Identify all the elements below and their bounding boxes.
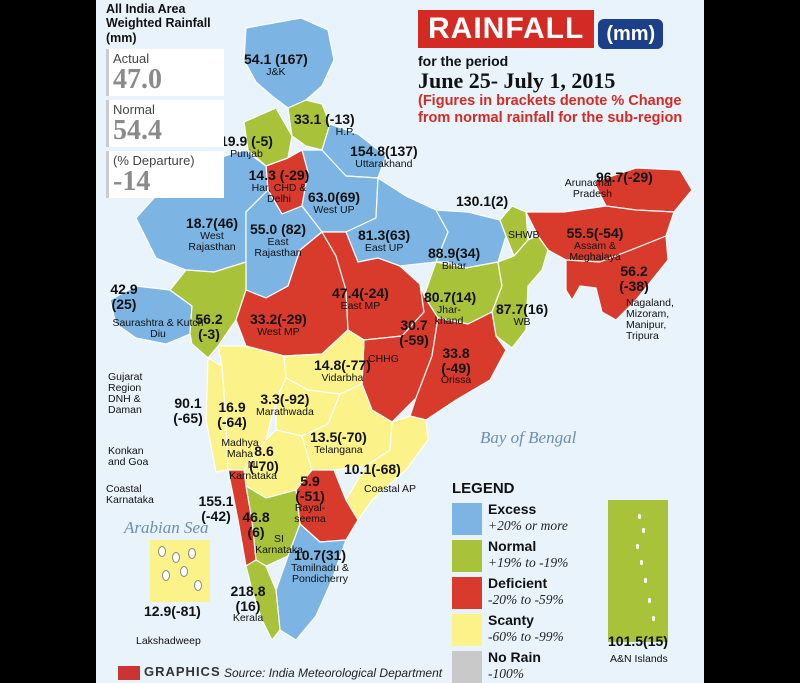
label-konkan-value: 90.1 (-65) — [173, 395, 203, 426]
label-tn: 10.7(31) Tamilnadu & Pondicherry — [291, 547, 349, 585]
legend-swatch — [452, 577, 482, 609]
arabian-sea-label: Arabian Sea — [124, 518, 209, 537]
actual-value: 47.0 — [113, 64, 162, 96]
label-nik-name: NI Karnataka — [229, 459, 277, 483]
an-islands-box — [608, 500, 668, 642]
label-nmmt-value: 56.2 (-38) — [619, 263, 649, 294]
label-hp: 33.1 (-13) H.P. — [294, 111, 355, 138]
rainfall-map-graphic: Arabian Sea Bay of Bengal 54.1 (167) J&K … — [96, 0, 704, 683]
label-kerala: 218.8 (16) Kerala — [230, 583, 266, 625]
label-shwb-value: 130.1(2) — [456, 193, 509, 209]
label-sik-value: 46.8 (6) — [242, 509, 270, 540]
legend-swatch — [452, 651, 482, 683]
rainfall-title: RAINFALL — [418, 10, 595, 48]
label-eup: 81.3(63) East UP — [358, 227, 411, 254]
legend-item-excess: Excess +20% or more — [452, 501, 612, 538]
label-gujarat-value: 56.2 (-3) — [195, 311, 223, 342]
label-gujarat-name: Gujarat Region DNH & Daman — [108, 371, 143, 417]
label-lakshadweep-name: Lakshadweep — [136, 635, 201, 647]
label-coastalk-value: 155.1 (-42) — [198, 493, 234, 524]
label-mm-value: 16.9 (-64) — [217, 399, 247, 430]
label-coastalk-name: Coastal Karnataka — [106, 483, 154, 507]
label-wmp: 33.2(-29) West MP — [250, 311, 307, 338]
label-rayalaseema: 5.9 (-51) Rayal-seema — [294, 473, 326, 526]
india-map — [109, 17, 693, 641]
label-arunachal-name: Arunachal Pradesh — [564, 177, 612, 201]
label-bihar: 88.9(34) Bihar — [428, 245, 481, 272]
label-chhg-name: CHHG — [368, 353, 399, 365]
date-range: June 25- July 1, 2015 — [418, 67, 616, 93]
actual-box: Actual 47.0 — [106, 49, 224, 97]
departure-label: (% Departure) — [113, 153, 195, 169]
legend-swatch — [452, 614, 482, 646]
label-nik-value: 8.6 (-70) — [249, 443, 279, 474]
label-marathwada: 3.3(-92) Marathwada — [256, 391, 314, 418]
brand-logo-icon — [118, 665, 140, 680]
normal-box: Normal 54.4 — [106, 100, 224, 148]
legend-item-scanty: Scanty -60% to -99% — [452, 612, 612, 649]
label-mm-name: Madhya Maha — [221, 437, 259, 461]
region-gujarat — [169, 261, 247, 359]
normal-label: Normal — [113, 102, 155, 118]
region-kerala — [245, 559, 281, 641]
bay-of-bengal-label: Bay of Bengal — [480, 428, 577, 447]
summary-title: All India Area Weighted Rainfall (mm) — [106, 2, 211, 45]
bracket-note: (Figures in brackets denote % Change fro… — [418, 92, 683, 127]
label-jk: 54.1 (167) J&K — [244, 51, 308, 78]
label-assam: 55.5(-54) Assam & Meghalaya — [566, 225, 624, 263]
label-nmmt-name: Nagaland, Mizoram, Manipur, Tripura — [626, 297, 674, 343]
label-lakshadweep-value: 12.9(-81) — [144, 603, 201, 619]
legend-item-normal: Normal +19% to -19% — [452, 538, 612, 575]
all-india-summary: All India Area Weighted Rainfall (mm) Ac… — [106, 2, 224, 199]
period-label: for the period — [418, 52, 509, 69]
label-an-value: 101.5(15) — [608, 633, 668, 649]
label-saurashtra-name: Saurashtra & Kutch Diu — [112, 317, 204, 341]
label-eraj: 55.0 (82) East Rajasthan — [249, 221, 307, 259]
legend-title: LEGEND — [452, 480, 515, 497]
label-emp: 47.4(-24) East MP — [332, 285, 389, 312]
label-wraj: 18.7(46) West Rajasthan — [185, 215, 239, 253]
rainfall-header: RAINFALL (mm) for the period June 25- Jul… — [418, 10, 693, 128]
region-orissa — [409, 311, 507, 421]
normal-value: 54.4 — [113, 115, 162, 147]
label-an-name: A&N Islands — [610, 653, 668, 665]
label-punjab: 19.9 (-5) Punjab — [220, 133, 273, 160]
label-shwb-name: SHWB — [508, 229, 540, 241]
label-uk: 154.8(137) Uttarakhand — [350, 143, 418, 170]
unit-badge: (mm) — [598, 18, 664, 49]
region-coastalap — [345, 415, 429, 521]
label-vidarbha: 14.8(-77) Vidarbha — [314, 357, 371, 384]
label-wb: 87.7(16) WB — [496, 301, 549, 328]
label-saurashtra-value: 42.9 (25) — [110, 281, 138, 312]
label-sik-name: SI Karnataka — [255, 533, 303, 557]
legend-item-no-rain: No Rain -100% — [452, 649, 612, 683]
source-credit: Source: India Meteorological Department — [224, 666, 443, 680]
lakshadweep-box — [150, 540, 210, 602]
label-coastalap-value: 10.1(-68) — [344, 461, 401, 477]
departure-value: -14 — [113, 166, 151, 198]
legend-swatch — [452, 503, 482, 535]
region-nmmt — [565, 235, 669, 321]
label-chhg-value: 30.7 (-59) — [399, 317, 429, 348]
label-jharkhand: 80.7(14) Jhar-khand — [424, 289, 477, 327]
label-orissa: 33.8 (-49) Orissa — [440, 345, 472, 387]
label-telangana: 13.5(-70) Telangana — [310, 429, 367, 456]
departure-box: (% Departure) -14 — [106, 151, 224, 199]
legend: LEGEND Excess +20% or more Normal +19% to … — [452, 480, 612, 683]
graphics-brand: GRAPHICS — [118, 664, 221, 680]
label-coastalap-name: Coastal AP — [364, 483, 416, 495]
legend-item-deficient: Deficient -20% to -59% — [452, 575, 612, 612]
legend-swatch — [452, 540, 482, 572]
label-konkan-name: Konkan and Goa — [108, 445, 149, 469]
label-arunachal-value: 96.7(-29) — [596, 169, 653, 185]
actual-label: Actual — [113, 51, 150, 67]
label-wup: 63.0(69) West UP — [307, 189, 361, 216]
label-har: 14.3 (-29) Har, CHD & Delhi — [248, 167, 310, 205]
